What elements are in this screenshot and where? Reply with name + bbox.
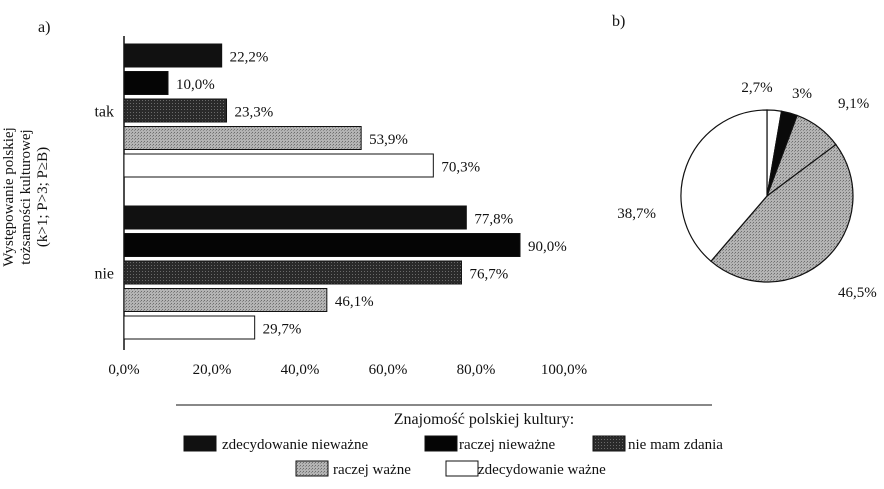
data-label: 76,7% xyxy=(469,267,508,283)
legend-label: nie mam zdania xyxy=(628,437,723,453)
bar xyxy=(123,315,256,340)
data-label: 10,0% xyxy=(176,77,215,93)
data-label: 29,7% xyxy=(263,322,302,338)
bar xyxy=(123,153,434,178)
legend-label: zdecydowanie nieważne xyxy=(222,437,369,453)
x-tick-label: 80,0% xyxy=(457,362,496,378)
data-label: 70,3% xyxy=(441,160,480,176)
pie-label: 2,7% xyxy=(741,80,772,96)
data-label: 90,0% xyxy=(528,239,567,255)
x-tick-label: 0,0% xyxy=(108,362,139,378)
y-axis-title-line: tożsamości kulturowej xyxy=(18,129,34,264)
category-label: tak xyxy=(94,104,114,121)
panel-label-b: b) xyxy=(612,13,625,30)
pie-slice xyxy=(710,143,854,283)
bar xyxy=(123,71,169,95)
legend-label: raczej ważne xyxy=(333,462,411,478)
x-tick-labels: 0,0% 20,0% 40,0% 60,0% 80,0% 100,0% xyxy=(108,362,587,378)
bar xyxy=(123,233,521,257)
legend-label: raczej nieważne xyxy=(459,437,556,453)
bar xyxy=(123,288,328,312)
legend-swatch xyxy=(424,435,458,452)
pie-label: 46,5% xyxy=(838,285,877,301)
category-labels: tak nie xyxy=(94,104,114,283)
legend-swatch xyxy=(183,435,217,452)
legend-swatch xyxy=(445,460,479,477)
pie-label: 38,7% xyxy=(617,206,656,222)
data-label: 53,9% xyxy=(369,132,408,148)
bar xyxy=(123,205,467,230)
bar xyxy=(123,43,223,68)
category-label: nie xyxy=(94,266,114,283)
data-label: 46,1% xyxy=(335,294,374,310)
pie-slice xyxy=(680,109,768,263)
svg-text:Występowanie polskiejtożsamośc: Występowanie polskiejtożsamości kulturow… xyxy=(1,127,51,266)
x-tick-label: 40,0% xyxy=(281,362,320,378)
x-tick-label: 100,0% xyxy=(541,362,587,378)
pie-chart: 2,7% 3% 9,1% 46,5% 38,7% xyxy=(617,80,877,301)
pie-label: 9,1% xyxy=(838,96,869,112)
x-tick-label: 20,0% xyxy=(193,362,232,378)
y-axis-title-line: (k>1; P>3; P≥B) xyxy=(35,147,51,247)
y-axis-title-line: Występowanie polskiej xyxy=(1,127,17,266)
legend-swatch xyxy=(295,460,329,477)
data-label: 22,2% xyxy=(230,50,269,66)
legend-swatch xyxy=(592,435,626,452)
bar-group: 22,2% 77,8% 10,0% 90,0% 23,3% 76,7% 53,9% 46,1%… xyxy=(123,43,567,340)
pie-label: 3% xyxy=(792,86,812,102)
data-label: 77,8% xyxy=(474,212,513,228)
y-axis-title: Występowanie polskiejtożsamości kulturow… xyxy=(1,127,51,266)
bar xyxy=(123,126,362,150)
x-tick-label: 60,0% xyxy=(369,362,408,378)
data-label: 23,3% xyxy=(235,105,274,121)
panel-label-a: a) xyxy=(38,19,50,36)
legend-title: Znajomość polskiej kultury: xyxy=(394,411,574,428)
bar xyxy=(123,98,228,123)
legend-label: zdecydowanie ważne xyxy=(478,462,606,478)
bar xyxy=(123,260,462,285)
legend: zdecydowanie nieważne raczej nieważne nie … xyxy=(183,435,723,478)
